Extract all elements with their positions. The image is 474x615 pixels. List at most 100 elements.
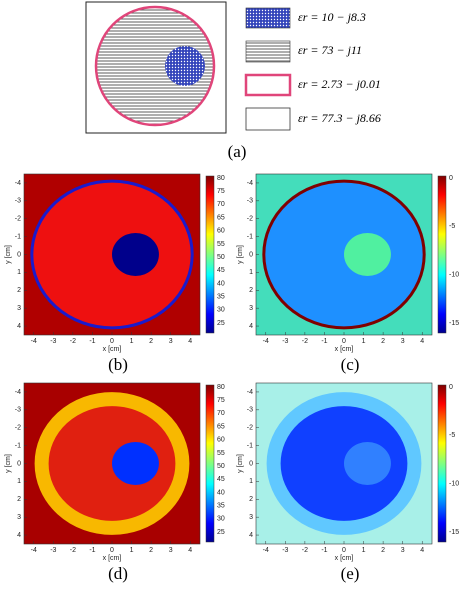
x-tick-label: 4	[420, 338, 424, 345]
outer-circle	[94, 5, 216, 127]
swatch	[245, 107, 291, 131]
colorbar-label: 40	[217, 489, 225, 496]
colorbar-label: 35	[217, 293, 225, 300]
colorbar-label: 30	[217, 516, 225, 523]
colorbar-label: 35	[217, 502, 225, 509]
y-tick-label: 4	[249, 323, 253, 330]
x-axis-label: x [cm]	[103, 555, 122, 562]
colorbar-label: -15	[449, 320, 459, 327]
colorbar-label: 70	[217, 410, 225, 417]
x-tick-label: -1	[89, 338, 95, 345]
legend-label: εr = 2.73 − j0.01	[298, 77, 381, 91]
colorbar-label: 0	[449, 384, 453, 391]
y-tick-label: 4	[249, 532, 253, 539]
x-tick-label: 3	[401, 338, 405, 345]
y-tick-label: 2	[249, 496, 253, 503]
colorbar-label: 40	[217, 280, 225, 287]
x-tick-label: 2	[149, 338, 153, 345]
y-tick-label: 3	[17, 514, 21, 521]
y-tick-label: -4	[247, 180, 253, 187]
caption: (e)	[341, 564, 360, 583]
colorbar-label: 55	[217, 241, 225, 248]
x-tick-label: 1	[130, 338, 134, 345]
y-axis-label: y [cm]	[5, 454, 12, 473]
y-tick-label: -4	[247, 389, 253, 396]
colorbar-label: 70	[217, 201, 225, 208]
x-tick-label: -2	[70, 547, 76, 554]
colorbar-label: -10	[449, 272, 459, 279]
colorbar-label: 50	[217, 463, 225, 470]
y-tick-label: -1	[247, 442, 253, 449]
colorbar	[437, 384, 447, 543]
caption: (d)	[108, 564, 128, 583]
y-tick-label: -2	[15, 425, 21, 432]
y-tick-label: -3	[15, 198, 21, 205]
x-tick-label: 2	[149, 547, 153, 554]
colorbar-label: 60	[217, 228, 225, 235]
heatmap-ring	[262, 179, 426, 330]
y-tick-label: 0	[17, 251, 21, 258]
heatmap-inclusion	[111, 442, 159, 485]
y-tick-label: 0	[249, 460, 253, 467]
x-tick-label: 0	[342, 547, 346, 554]
y-tick-label: -4	[15, 389, 21, 396]
x-tick-label: -3	[50, 338, 56, 345]
x-tick-label: 2	[381, 547, 385, 554]
colorbar-label: 30	[217, 307, 225, 314]
x-tick-label: 1	[362, 338, 366, 345]
x-tick-label: -3	[50, 547, 56, 554]
x-tick-label: -4	[31, 338, 37, 345]
colorbar-label: 25	[217, 529, 225, 536]
y-axis-label: y [cm]	[237, 454, 244, 473]
caption: (c)	[341, 355, 360, 374]
heatmap-inclusion	[344, 233, 391, 276]
heatmap-ring	[266, 392, 422, 535]
colorbar-label: 65	[217, 214, 225, 221]
x-tick-label: 3	[169, 338, 173, 345]
y-tick-label: -3	[247, 407, 253, 414]
x-tick-label: -4	[263, 547, 269, 554]
x-axis-label: x [cm]	[335, 346, 354, 353]
x-axis-label: x [cm]	[335, 555, 354, 562]
y-tick-label: -4	[15, 180, 21, 187]
colorbar-label: 45	[217, 476, 225, 483]
y-tick-label: -1	[15, 233, 21, 240]
colorbar-label: -15	[449, 529, 459, 536]
y-axis-label: y [cm]	[237, 245, 244, 264]
x-tick-label: 4	[188, 338, 192, 345]
y-tick-label: 3	[249, 514, 253, 521]
colorbar-label: -5	[449, 223, 455, 230]
y-tick-label: 1	[17, 269, 21, 276]
caption: (a)	[228, 142, 247, 161]
y-tick-label: 2	[17, 496, 21, 503]
legend-label: εr = 73 − j11	[298, 43, 362, 57]
x-tick-label: -2	[302, 338, 308, 345]
y-tick-label: 4	[17, 323, 21, 330]
colorbar-label: 80	[217, 175, 225, 182]
y-tick-label: 0	[249, 251, 253, 258]
y-tick-label: -1	[15, 442, 21, 449]
caption: (b)	[108, 355, 128, 374]
x-tick-label: -1	[321, 338, 327, 345]
y-tick-label: 2	[249, 287, 253, 294]
y-tick-label: 1	[249, 269, 253, 276]
y-tick-label: 0	[17, 460, 21, 467]
colorbar	[205, 175, 215, 334]
colorbar-label: 55	[217, 450, 225, 457]
x-tick-label: -2	[70, 338, 76, 345]
x-tick-label: -4	[31, 547, 37, 554]
x-tick-label: 0	[110, 547, 114, 554]
colorbar-label: 45	[217, 267, 225, 274]
y-tick-label: 3	[17, 305, 21, 312]
x-tick-label: 2	[381, 338, 385, 345]
y-tick-label: 3	[249, 305, 253, 312]
panel: -4 -3 -2 -1 0 1 2 3 4 -4 -3 -2 -1 0 1 2 3 4 x [cm] y [cm] 80…	[5, 382, 225, 583]
heatmap-inclusion	[344, 442, 391, 485]
colorbar-label: 75	[217, 188, 225, 195]
colorbar-label: 25	[217, 320, 225, 327]
colorbar-label: -5	[449, 432, 455, 439]
y-tick-label: -3	[15, 407, 21, 414]
x-tick-label: -3	[282, 338, 288, 345]
